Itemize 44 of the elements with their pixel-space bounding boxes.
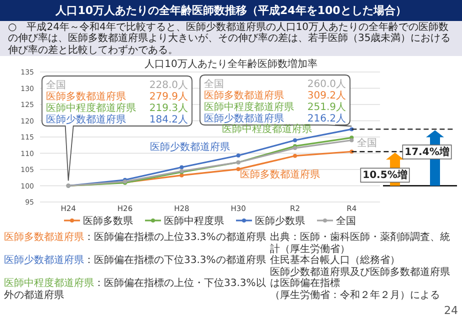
point: [293, 154, 297, 158]
point: [236, 154, 240, 158]
annotation: 216.2人: [307, 114, 346, 124]
text: 住民基本台帳人口（総務省）: [270, 255, 401, 266]
point: [293, 138, 297, 142]
chart-subtitle: 人口10万人あたり全年齢医師数増加率: [144, 59, 318, 70]
annotation: 279.9人: [149, 92, 188, 102]
point: [350, 138, 354, 142]
annotation: 医師多数都道府県: [240, 168, 320, 180]
annotation: 全国: [357, 136, 377, 149]
annotation: 医師多数都道府県: [46, 90, 126, 102]
annotation: 全国: [46, 79, 66, 91]
legend-label: 医師少数県: [255, 215, 305, 227]
text: 医師少数都道府県及び医師多数都道府県は医師偏在指標: [270, 266, 451, 290]
annotation: 260.0人: [307, 79, 346, 90]
ref-line-label: 10.5%増: [362, 169, 408, 182]
legend-label: 医師多数県: [83, 215, 133, 227]
point: [180, 173, 184, 178]
annotation: 184.2人: [149, 114, 188, 126]
point: [180, 165, 184, 170]
annotation: 309.2人: [307, 90, 346, 102]
text: 医師中程度都道府県：医師偏在指標の上位・下位33.3%以外の都道府県: [4, 278, 266, 300]
text: 24: [444, 304, 458, 317]
annotation: 医師中程度都道府県: [204, 101, 294, 113]
text: 医師少数都道府県：医師偏在指標の下位33.3%の都道府県: [4, 255, 266, 266]
annotation: 医師中程度都道府県: [46, 102, 136, 114]
annotation: 医師少数都道府県: [150, 141, 230, 153]
ref-line-label: 17.4%増: [404, 146, 450, 158]
text: 医師多数都道府県：医師偏在指標の上位33.3%の都道府県: [4, 232, 266, 244]
legend-label: 全国: [336, 215, 356, 227]
text: （厚生労働省：令和２年２月）による: [270, 290, 441, 301]
annotation: 251.9人: [307, 102, 346, 113]
source-note: 出典：医師・歯科医師・薬剤師調査、統計（厚生労働省）: [270, 232, 451, 254]
annotation: 医師中程度都道府県: [222, 122, 312, 135]
annotation: 医師多数都道府県: [204, 90, 284, 102]
chart-title: 人口10万人あたりの全年齢医師数推移（平成24年を100とした場合）: [0, 0, 462, 21]
text: ○ 平成24年～令和4年で比較すると、医師少数都道府県の人口10万人あたりの全年齢での医師数の伸び率は、医師多数都道府県より大きいが、その伸び率の差は、若手医師（35歳未満）における伸び率の差と比較してわずかである。: [8, 22, 452, 56]
point: [236, 167, 240, 172]
annotation: 228.0人: [149, 80, 188, 91]
annotation: 医師少数都道府県: [46, 114, 126, 126]
legend-label: 医師中程度県: [164, 215, 224, 227]
annotation: 医師少数都道府県: [204, 112, 284, 124]
annotation: 全国: [204, 78, 224, 90]
annotation: 219.3人: [149, 103, 188, 114]
